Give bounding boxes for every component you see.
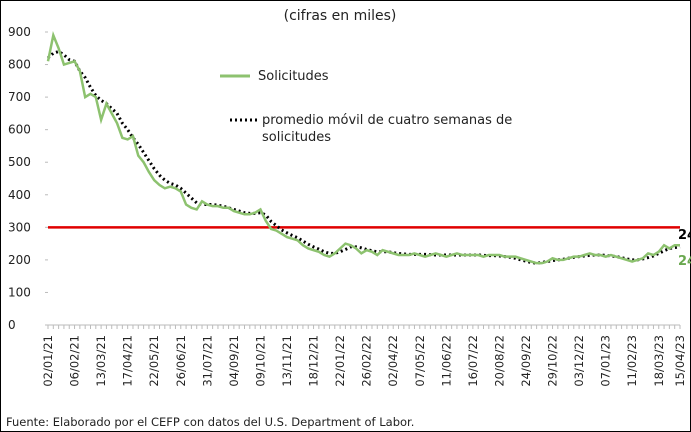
x-tick-label: 06/02/21 xyxy=(68,335,82,387)
y-tick-label: 200 xyxy=(8,253,31,267)
legend-label: promedio móvil de cuatro semanas de soli… xyxy=(262,113,513,145)
x-tick-label: 15/04/23 xyxy=(673,335,687,387)
x-tick-label: 11/06/22 xyxy=(439,335,453,387)
x-tick-label: 07/01/23 xyxy=(599,335,613,387)
x-tick-label: 29/10/22 xyxy=(546,335,560,387)
y-tick-label: 400 xyxy=(8,188,31,202)
y-tick-label: 500 xyxy=(8,155,31,169)
x-tick-label: 16/07/22 xyxy=(466,335,480,387)
x-tick-label: 26/06/21 xyxy=(174,335,188,387)
y-tick-label: 100 xyxy=(8,285,31,299)
x-tick-label: 13/11/21 xyxy=(280,335,294,387)
x-tick-label: 07/05/22 xyxy=(413,335,427,387)
line-series xyxy=(46,30,680,265)
subtitle: (cifras en miles) xyxy=(284,8,397,24)
legend-label: Solicitudes xyxy=(258,69,329,84)
end-label: 240 xyxy=(678,228,691,243)
y-tick-label: 600 xyxy=(8,123,31,137)
x-tick-label: 24/09/22 xyxy=(519,335,533,387)
x-tick-label: 26/02/22 xyxy=(360,335,374,387)
end-label: 245 xyxy=(678,254,691,269)
y-tick-label: 0 xyxy=(8,318,16,332)
y-tick-label: 800 xyxy=(8,58,31,72)
x-tick-label: 02/04/22 xyxy=(386,335,400,387)
y-tick-label: 900 xyxy=(8,25,31,39)
x-tick-label: 22/01/22 xyxy=(333,335,347,387)
y-tick-label: 700 xyxy=(8,90,31,104)
x-tick-label: 18/12/21 xyxy=(307,335,321,387)
x-tick-label: 13/03/21 xyxy=(94,335,108,387)
x-tick-label: 18/03/23 xyxy=(652,335,666,387)
x-tick-label: 17/04/21 xyxy=(121,335,135,387)
x-tick-label: 11/02/23 xyxy=(625,335,639,387)
x-tick-label: 03/12/22 xyxy=(572,335,586,387)
y-tick-label: 300 xyxy=(8,220,31,234)
x-tick-label: 22/05/21 xyxy=(147,335,161,387)
x-tick-label: 20/08/22 xyxy=(492,335,506,387)
x-tick-label: 31/07/21 xyxy=(200,335,214,387)
x-tick-label: 04/09/21 xyxy=(227,335,241,387)
source: Fuente: Elaborado por el CEFP con datos … xyxy=(6,415,414,429)
x-tick-label: 02/01/21 xyxy=(41,335,55,387)
x-tick-label: 09/10/21 xyxy=(253,335,267,387)
